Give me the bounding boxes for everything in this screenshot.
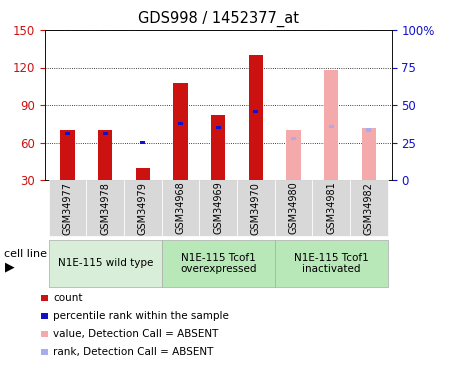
Bar: [65, 132, 70, 135]
Bar: [286, 130, 301, 180]
Text: rank, Detection Call = ABSENT: rank, Detection Call = ABSENT: [53, 347, 213, 357]
Bar: [366, 128, 371, 132]
Text: N1E-115 Tcof1
inactivated: N1E-115 Tcof1 inactivated: [294, 253, 369, 274]
Text: GSM34970: GSM34970: [251, 182, 261, 235]
Text: N1E-115 Tcof1
overexpressed: N1E-115 Tcof1 overexpressed: [180, 253, 256, 274]
Bar: [140, 141, 145, 144]
Bar: [291, 137, 296, 140]
Bar: [253, 110, 258, 113]
Text: GSM34981: GSM34981: [326, 182, 336, 234]
Bar: [136, 168, 150, 180]
Title: GDS998 / 1452377_at: GDS998 / 1452377_at: [138, 11, 299, 27]
Bar: [98, 130, 112, 180]
Bar: [173, 82, 188, 180]
Bar: [216, 126, 220, 129]
Bar: [249, 55, 263, 180]
Text: GSM34982: GSM34982: [364, 182, 374, 235]
Bar: [324, 70, 338, 180]
Text: GSM34977: GSM34977: [63, 182, 72, 235]
Text: cell line: cell line: [4, 249, 48, 259]
Text: GSM34980: GSM34980: [288, 182, 299, 234]
Bar: [103, 132, 108, 135]
Text: GSM34979: GSM34979: [138, 182, 148, 235]
Bar: [211, 115, 225, 180]
Text: N1E-115 wild type: N1E-115 wild type: [58, 258, 153, 268]
Bar: [329, 124, 334, 128]
Text: GSM34968: GSM34968: [176, 182, 185, 234]
Bar: [178, 122, 183, 125]
Text: GSM34978: GSM34978: [100, 182, 110, 235]
Bar: [60, 130, 75, 180]
Text: GSM34969: GSM34969: [213, 182, 223, 234]
Text: ▶: ▶: [4, 261, 14, 274]
Text: value, Detection Call = ABSENT: value, Detection Call = ABSENT: [53, 329, 219, 339]
Bar: [362, 128, 376, 180]
Text: percentile rank within the sample: percentile rank within the sample: [53, 311, 229, 321]
Text: count: count: [53, 293, 83, 303]
